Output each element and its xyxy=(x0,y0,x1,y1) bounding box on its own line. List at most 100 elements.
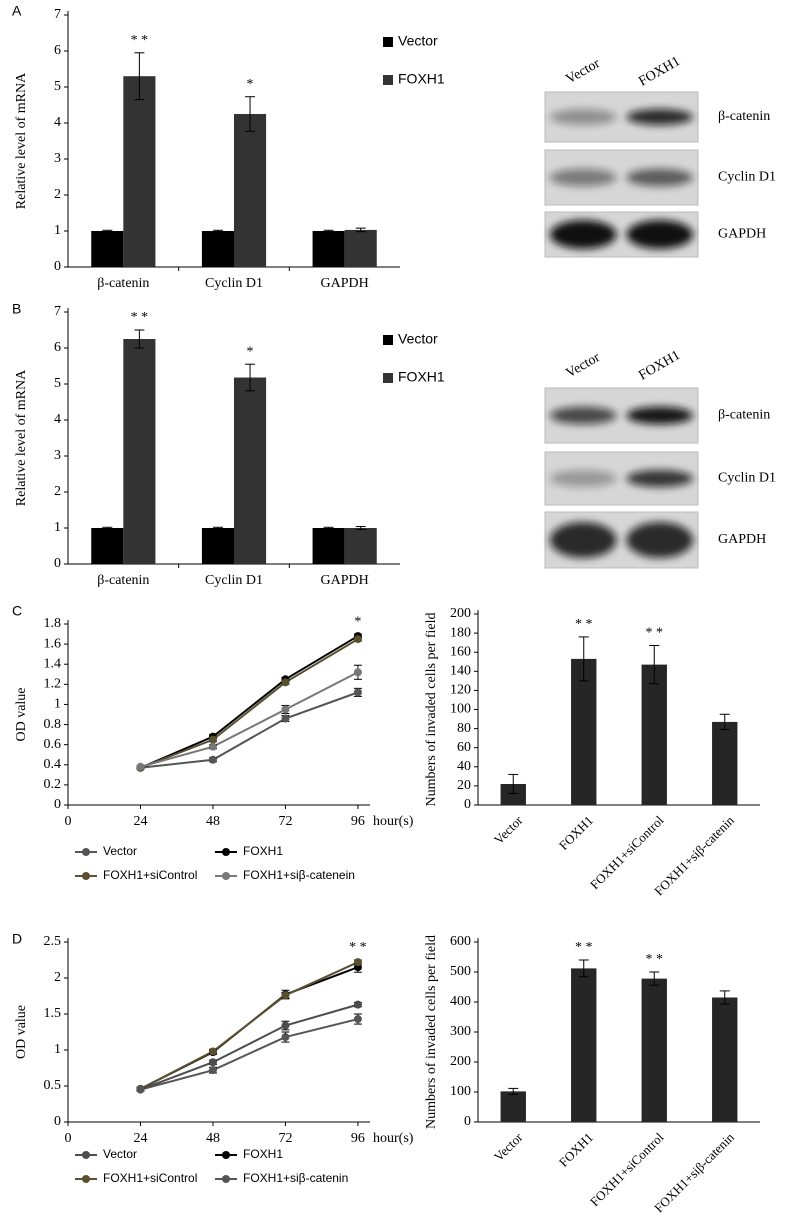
y-tick-label: 7 xyxy=(54,7,61,22)
legend-marker xyxy=(222,872,230,880)
panel-label: C xyxy=(12,603,22,619)
legend-marker xyxy=(82,1151,90,1159)
x-tick-label: GAPDH xyxy=(321,573,369,588)
legend-label: FOXH1+siβ-catenin xyxy=(243,1171,348,1185)
y-tick-label: 1.8 xyxy=(44,616,62,631)
y-tick-label: 3 xyxy=(54,448,61,463)
series-line xyxy=(140,961,359,1090)
x-tick-label: 0 xyxy=(65,814,72,829)
bar xyxy=(91,231,124,267)
significance: * * xyxy=(575,940,593,955)
bar xyxy=(641,978,667,1122)
series-marker xyxy=(208,735,217,744)
bar xyxy=(344,229,377,267)
legend-swatch xyxy=(383,37,393,47)
blot-band xyxy=(549,220,617,249)
bar xyxy=(571,658,597,805)
series-marker xyxy=(136,762,145,771)
legend-label: Vector xyxy=(103,1147,137,1161)
legend-marker xyxy=(222,1151,230,1159)
bar xyxy=(344,528,377,564)
series-marker xyxy=(353,688,362,697)
bar xyxy=(123,76,156,267)
series-marker xyxy=(208,1047,217,1056)
x-tick-label: 96 xyxy=(351,814,365,829)
y-tick-label: 120 xyxy=(450,683,471,698)
legend-label: FOXH1+siβ-catenein xyxy=(243,868,355,882)
series-line xyxy=(140,691,359,769)
legend-label: FOXH1 xyxy=(243,844,283,858)
legend-marker xyxy=(222,848,230,856)
bar xyxy=(123,339,156,564)
series-line xyxy=(140,1018,359,1091)
bar xyxy=(571,968,597,1122)
y-tick-label: 4 xyxy=(54,115,61,130)
blot-band xyxy=(626,109,694,125)
series-marker xyxy=(281,714,290,723)
y-tick-label: 6 xyxy=(54,43,61,58)
y-tick-label: 3 xyxy=(54,151,61,166)
series-line xyxy=(140,1003,359,1091)
legend-label: Vector xyxy=(398,33,438,49)
y-tick-label: 200 xyxy=(450,1054,471,1069)
series-marker xyxy=(353,958,362,967)
legend-label: Vector xyxy=(398,331,438,347)
significance: * * xyxy=(131,310,149,325)
y-tick-label: 0 xyxy=(54,1114,61,1129)
row-label: GAPDH xyxy=(718,532,766,547)
row-label: GAPDH xyxy=(718,227,766,242)
x-tick-label: 48 xyxy=(206,814,220,829)
y-axis-label: Relative level of mRNA xyxy=(14,369,29,506)
y-tick-label: 2 xyxy=(54,970,61,985)
blot-band xyxy=(549,406,617,425)
blot-band xyxy=(549,470,617,487)
legend-label: FOXH1+siControl xyxy=(103,868,197,882)
series-marker xyxy=(136,1085,145,1094)
significance: * * xyxy=(131,33,149,48)
legend-swatch xyxy=(383,373,393,383)
row-label: β-catenin xyxy=(718,109,770,124)
y-tick-label: 2 xyxy=(54,484,61,499)
x-tick-label: 48 xyxy=(206,1131,220,1146)
bar xyxy=(641,664,667,805)
legend-marker xyxy=(82,872,90,880)
y-tick-label: 300 xyxy=(450,1024,471,1039)
y-tick-label: 2.5 xyxy=(44,934,62,949)
legend-swatch xyxy=(383,75,393,85)
significance: * xyxy=(354,614,361,629)
y-tick-label: 1 xyxy=(54,520,61,535)
series-marker xyxy=(353,1000,362,1009)
x-tick-label: 24 xyxy=(133,1131,147,1146)
y-tick-label: 0 xyxy=(464,1114,471,1129)
series-marker xyxy=(208,1066,217,1075)
row-label: β-catenin xyxy=(718,408,770,423)
series-marker xyxy=(353,1015,362,1024)
y-tick-label: 600 xyxy=(450,934,471,949)
x-tick-label: Cyclin D1 xyxy=(205,276,263,291)
y-tick-label: 4 xyxy=(54,412,61,427)
series-marker xyxy=(208,755,217,764)
y-axis-label: OD value xyxy=(14,1005,29,1059)
significance: * xyxy=(247,344,254,359)
bar xyxy=(500,783,526,805)
y-tick-label: 0 xyxy=(54,259,61,274)
legend-swatch xyxy=(383,335,393,345)
series-line xyxy=(140,638,359,769)
y-tick-label: 60 xyxy=(457,740,471,755)
y-tick-label: 200 xyxy=(450,606,471,621)
bar xyxy=(712,997,738,1122)
y-tick-label: 100 xyxy=(450,702,471,717)
panel-label: A xyxy=(12,3,22,19)
x-axis-label: hour(s) xyxy=(373,1131,414,1146)
y-tick-label: 0.2 xyxy=(44,777,62,792)
significance: * * xyxy=(646,952,664,967)
y-tick-label: 160 xyxy=(450,644,471,659)
legend-marker xyxy=(82,848,90,856)
series-marker xyxy=(281,1021,290,1030)
x-tick-label: 72 xyxy=(278,814,292,829)
series-marker xyxy=(281,678,290,687)
x-tick-label: β-catenin xyxy=(97,276,149,291)
legend-label: FOXH1 xyxy=(398,71,445,87)
blot-band xyxy=(549,522,617,558)
